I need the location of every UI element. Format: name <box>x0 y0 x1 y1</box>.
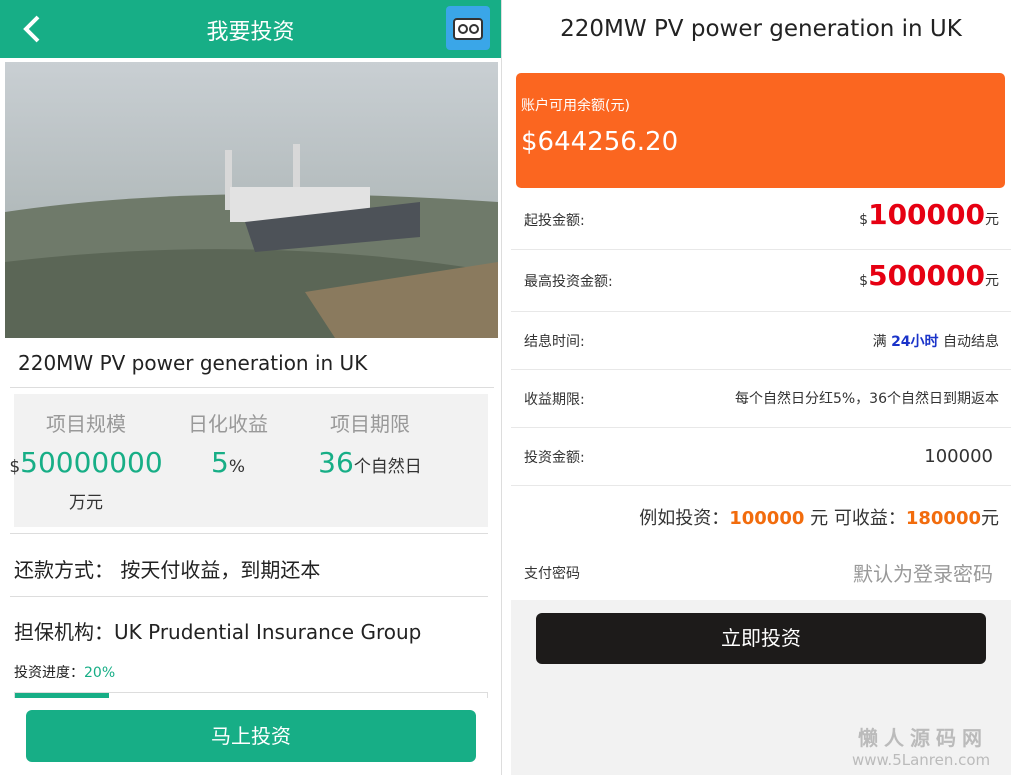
row-value: $100000元 <box>859 198 999 231</box>
stat-number: 50000000 <box>20 446 163 479</box>
info-row: 收益期限: 每个自然日分红5%，36个自然日到期返本 <box>511 370 1011 428</box>
stat-label: 项目期限 <box>330 412 410 436</box>
balance-card: 账户可用余额(元) $644256.20 <box>516 73 1005 188</box>
app-icon[interactable] <box>446 6 490 50</box>
divider <box>10 533 488 534</box>
stat-unit: 个自然日 <box>353 457 422 477</box>
stat-number: 5 <box>211 446 229 479</box>
stat-value: $50000000 <box>0 446 186 479</box>
stat-number: 36 <box>318 446 354 479</box>
stat-label: 项目规模 <box>46 412 126 436</box>
password-label: 支付密码 <box>524 566 580 582</box>
stats-box <box>14 394 488 527</box>
repayment-label: 还款方式： <box>14 558 114 582</box>
stat-prefix: $ <box>9 457 21 477</box>
stat-label: 日化收益 <box>188 412 268 436</box>
balance-value: $644256.20 <box>521 127 679 157</box>
progress-label: 投资进度： <box>14 665 84 681</box>
example-income: 180000 <box>905 508 981 529</box>
password-row: 支付密码 默认为登录密码 <box>511 543 1011 600</box>
row-text: 100000 <box>924 446 993 467</box>
repayment: 还款方式： 按天付收益，到期还本 <box>14 554 320 583</box>
row-value: 每个自然日分红5%，36个自然日到期返本 <box>735 388 999 408</box>
header-bar: 我要投资 <box>0 0 501 58</box>
stat-unit: % <box>228 457 245 477</box>
info-row: 结息时间: 满 24小时 自动结息 <box>511 312 1011 370</box>
progress-fill <box>15 693 110 701</box>
row-label: 起投金额: <box>524 213 585 229</box>
progress-value: 20% <box>84 665 116 681</box>
guarantee-label: 担保机构： <box>14 620 114 644</box>
guarantee-value: UK Prudential Insurance Group <box>114 620 422 644</box>
confirm-button[interactable]: 立即投资 <box>536 613 986 664</box>
project-name: 220MW PV power generation in UK <box>18 351 368 375</box>
stat-value: 36个自然日 <box>270 446 470 479</box>
row-prefix: $ <box>859 273 869 289</box>
row-label: 收益期限: <box>524 392 585 408</box>
row-unit: 元 <box>985 212 999 228</box>
header-title: 我要投资 <box>206 20 295 45</box>
row-text: 每个自然日分红5%，36个自然日到期返本 <box>734 391 999 407</box>
example-amount: 100000 <box>729 508 805 529</box>
right-header-title: 220MW PV power generation in UK <box>511 0 1011 58</box>
info-row: 最高投资金额: $500000元 <box>511 250 1011 312</box>
row-part: 24小时 <box>891 334 939 350</box>
row-prefix: $ <box>859 212 869 228</box>
progress-text: 投资进度：20% <box>14 662 115 682</box>
example-unit: 元 <box>981 508 999 529</box>
divider <box>10 596 488 597</box>
back-button[interactable] <box>20 14 44 44</box>
row-label: 投资金额: <box>524 450 585 466</box>
row-value: 满 24小时 自动结息 <box>873 331 999 351</box>
row-part: 自动结息 <box>943 334 999 350</box>
row-amount: 500000 <box>868 259 985 292</box>
stat-value: 5% <box>128 446 328 479</box>
balance-label: 账户可用余额(元) <box>521 98 630 114</box>
example-row: 例如投资：100000 元 可收益：180000元 <box>511 486 1011 544</box>
invest-button[interactable]: 马上投资 <box>26 710 476 762</box>
password-input[interactable]: 默认为登录密码 <box>853 562 993 586</box>
stat-unit: 万元 <box>69 493 103 513</box>
row-unit: 元 <box>985 273 999 289</box>
info-row: 起投金额: $100000元 <box>511 190 1011 250</box>
example-prefix: 例如投资： <box>639 508 730 529</box>
repayment-value: 按天付收益，到期还本 <box>120 558 321 582</box>
project-image <box>5 62 498 338</box>
row-label: 最高投资金额: <box>524 274 613 290</box>
divider <box>10 387 494 388</box>
row-amount: 100000 <box>868 198 985 231</box>
watermark-url: www.5Lanren.com <box>852 751 991 769</box>
info-row: 投资金额: 100000 <box>511 428 1011 486</box>
left-panel: 我要投资 220MW PV power generation in UK 项目规… <box>0 0 502 775</box>
example-mid: 元 可收益： <box>810 508 906 529</box>
watermark-title: 懒人源码网 <box>858 726 988 750</box>
row-part: 满 <box>872 334 887 350</box>
row-value: $500000元 <box>859 259 999 292</box>
row-value: 100000 <box>924 446 993 467</box>
guarantee: 担保机构：UK Prudential Insurance Group <box>14 616 421 645</box>
example-text: 例如投资：100000 元 可收益：180000元 <box>639 504 999 530</box>
row-label: 结息时间: <box>524 334 585 350</box>
